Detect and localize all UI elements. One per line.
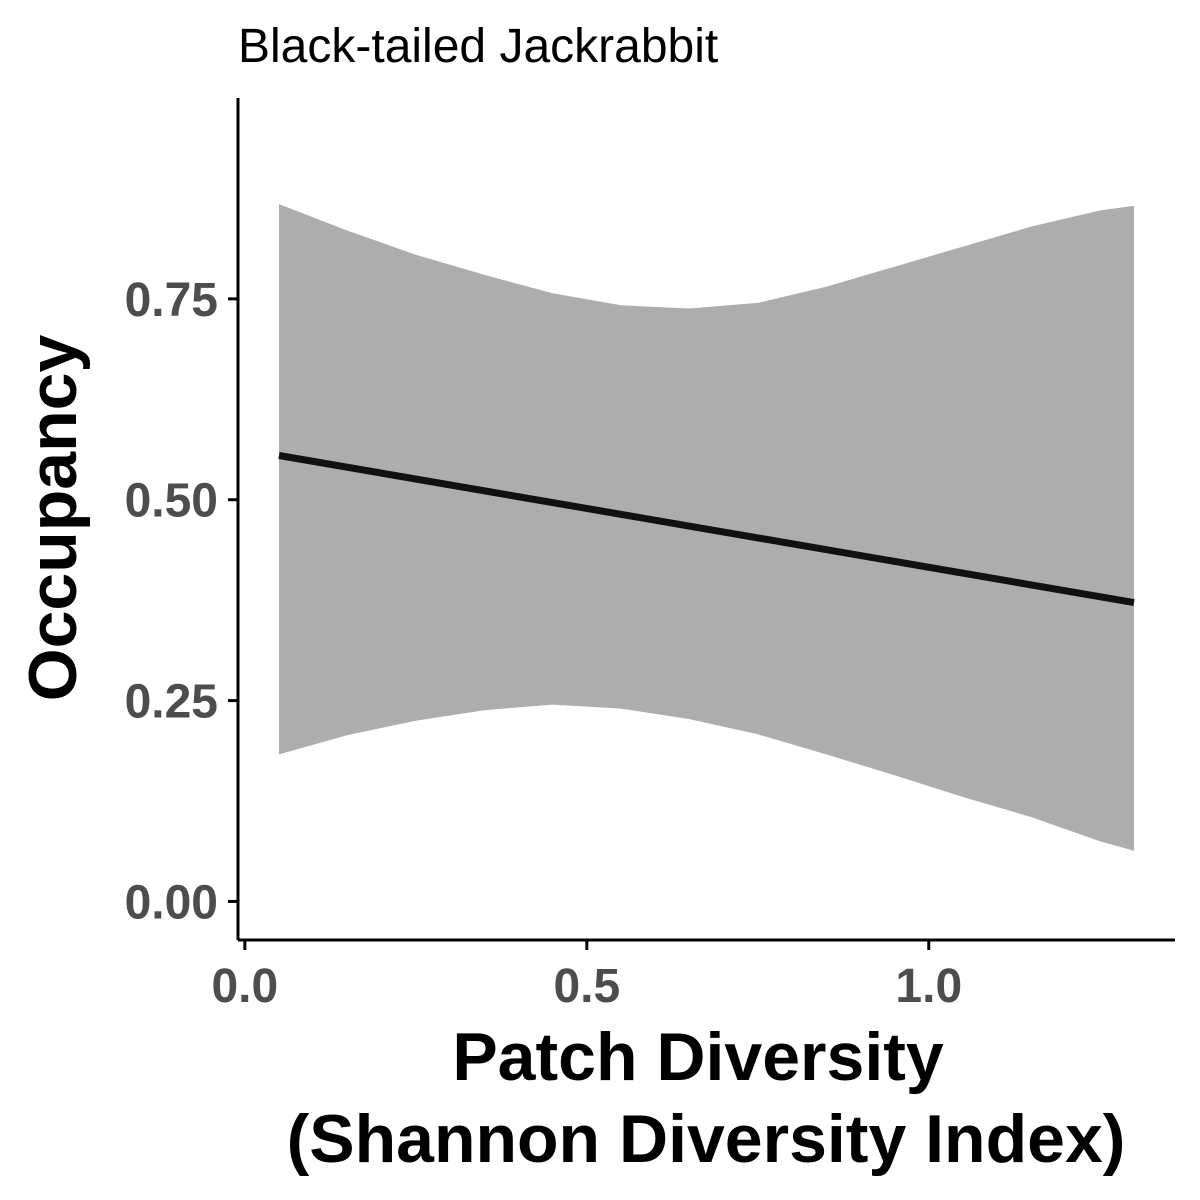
y-axis-title: Occupancy	[15, 335, 91, 702]
x-tick-label: 0.0	[211, 960, 278, 1013]
x-tick-label: 0.5	[553, 960, 620, 1013]
y-tick-label: 0.75	[125, 274, 218, 327]
y-tick-label: 0.00	[125, 876, 218, 929]
x-axis-title-line-2: (Shannon Diversity Index)	[287, 1101, 1126, 1177]
axes: 0.00 0.25 0.50 0.75 0.0 0.5 1.0	[125, 98, 1175, 1013]
plot-area	[278, 204, 1135, 851]
x-axis-title-line-1: Patch Diversity	[452, 1019, 944, 1095]
y-tick-label: 0.25	[125, 676, 218, 729]
x-tick-label: 1.0	[895, 960, 962, 1013]
fit-line	[278, 452, 1135, 607]
chart-title: Black-tailed Jackrabbit	[238, 20, 718, 73]
y-tick-label: 0.50	[125, 475, 218, 528]
